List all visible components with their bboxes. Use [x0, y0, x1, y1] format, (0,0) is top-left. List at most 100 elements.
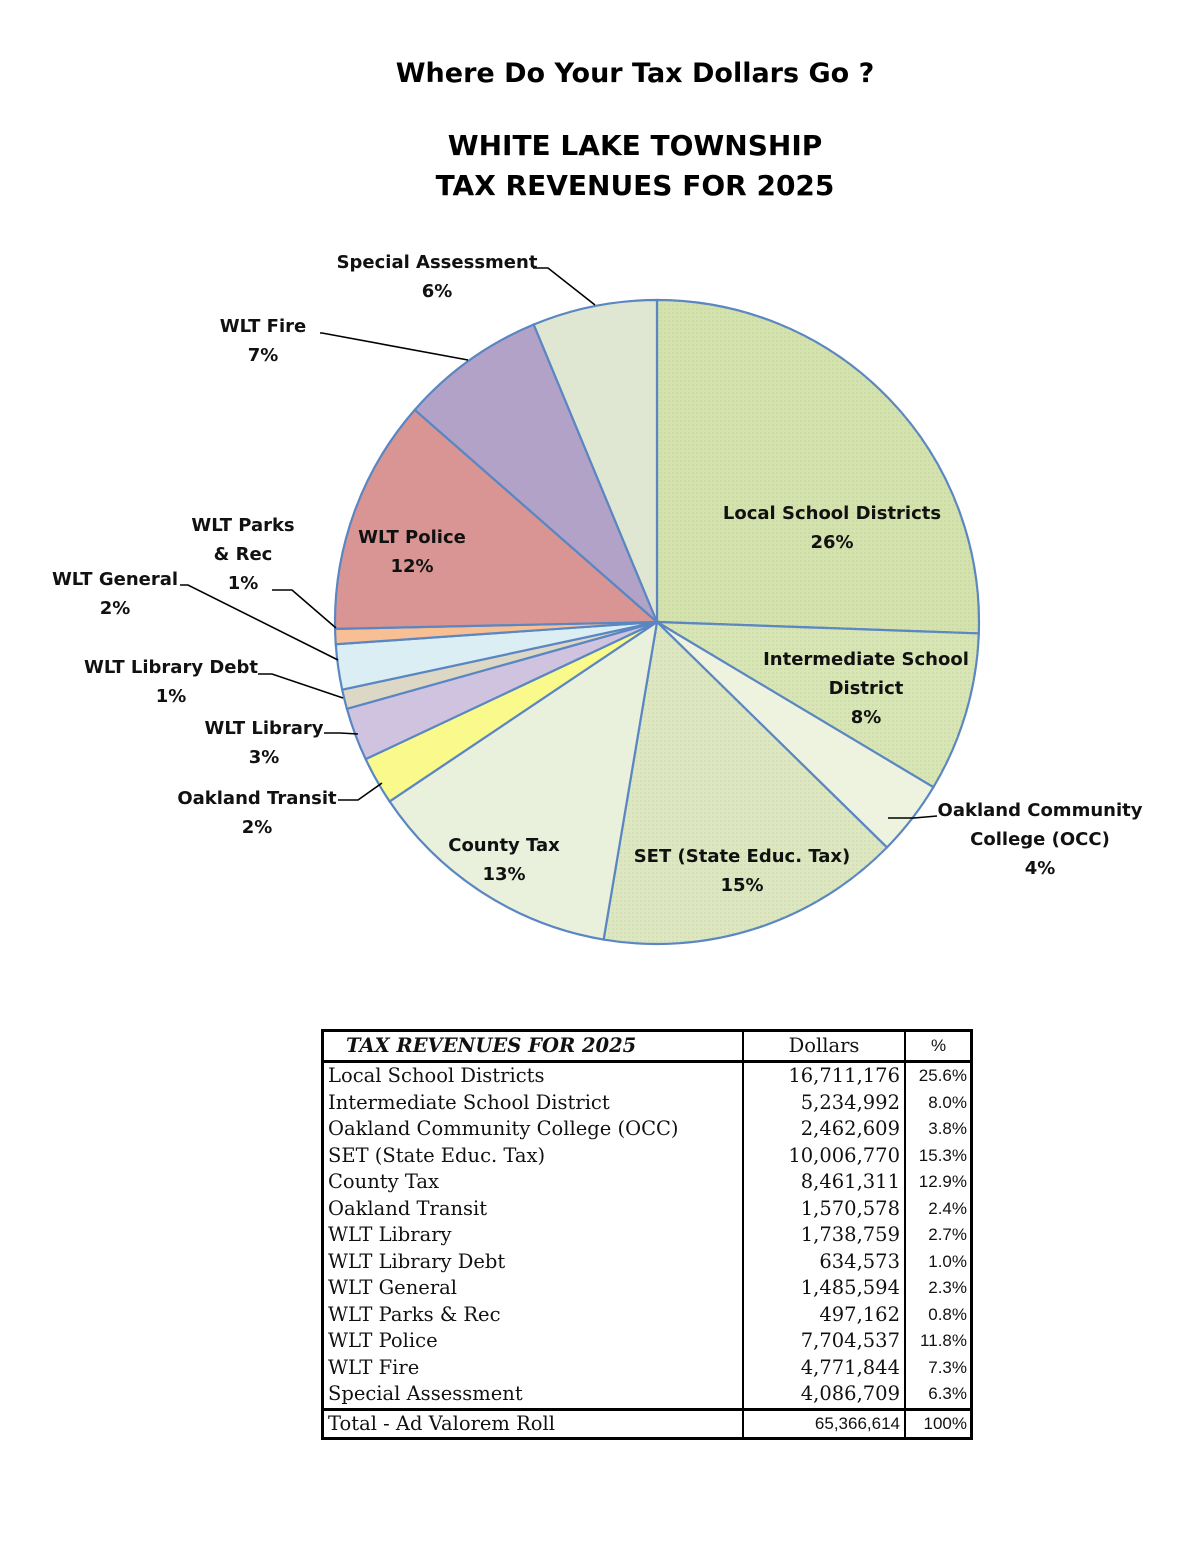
slice-pct-label: 13%	[482, 864, 525, 885]
pie-slice-texture	[657, 300, 980, 634]
pie-chart: Local School Districts 26% Intermediate Sc…	[52, 252, 1143, 946]
row-pct: 3.8%	[928, 1119, 967, 1138]
row-dollars: 2,462,609	[743, 1116, 906, 1143]
slice-label: WLT Library Debt 1%	[84, 657, 258, 707]
row-name: WLT Fire	[322, 1354, 744, 1381]
table-row: SET (State Educ. Tax) 10,006,770 15.3%	[322, 1142, 972, 1169]
row-pct: 1.0%	[928, 1251, 967, 1271]
slice-pct-label: 2%	[100, 598, 131, 619]
leader-line	[258, 673, 344, 699]
slice-label: WLT Parks & Rec 1%	[191, 515, 294, 594]
table-row: Intermediate School District 5,234,992 8.0…	[322, 1089, 972, 1116]
table-row: Special Assessment 4,086,709 6.3%	[322, 1381, 972, 1409]
row-dollars: 16,711,176	[743, 1061, 906, 1090]
row-dollars: 1,738,759	[743, 1222, 906, 1249]
row-pct: 12.9%	[918, 1172, 967, 1191]
revenue-table: TAX REVENUES FOR 2025 Dollars % Local Sc…	[321, 1029, 973, 1440]
slice-name-label: WLT Library	[204, 718, 323, 739]
row-dollars: 7,704,537	[743, 1328, 906, 1355]
table-total-row: Total - Ad Valorem Roll 65,366,614 100%	[322, 1407, 972, 1439]
table-row: Local School Districts 16,711,176 25.6%	[322, 1061, 972, 1090]
row-name: WLT General	[322, 1275, 744, 1302]
table-header-pct: %	[905, 1030, 972, 1063]
slice-pct-label: 12%	[390, 556, 433, 577]
row-name: County Tax	[322, 1169, 744, 1196]
slice-label: WLT General 2%	[52, 569, 178, 619]
slice-pct-label: 1%	[228, 573, 259, 594]
row-dollars: 1,570,578	[743, 1195, 906, 1222]
row-pct: 25.6%	[918, 1066, 967, 1085]
row-pct: 8.0%	[928, 1092, 967, 1112]
slice-name-label: & Rec	[214, 544, 273, 565]
slice-label: WLT Library 3%	[204, 718, 323, 768]
slice-label: WLT Police 12%	[358, 527, 466, 577]
table-row: WLT Library Debt 634,573 1.0%	[322, 1248, 972, 1275]
pie-slice-texture	[657, 622, 979, 788]
row-dollars: 1,485,594	[743, 1275, 906, 1302]
row-name: Local School Districts	[322, 1061, 744, 1090]
table-row: Oakland Community College (OCC) 2,462,609…	[322, 1116, 972, 1143]
row-name: WLT Library	[322, 1222, 744, 1249]
pie-slice	[532, 298, 659, 623]
table-header-title: TAX REVENUES FOR 2025	[322, 1030, 744, 1063]
table-row: WLT Library 1,738,759 2.7%	[322, 1222, 972, 1249]
slice-pct-label: 6%	[422, 281, 453, 302]
slice-name-label: County Tax	[448, 835, 560, 856]
chart-title: WHITE LAKE TOWNSHIP TAX REVENUES FOR 202…	[35, 126, 1200, 206]
leader-line	[338, 782, 383, 801]
slice-name-label: WLT Parks	[191, 515, 294, 536]
row-pct: 7.3%	[928, 1357, 967, 1377]
slice-name-label: WLT Fire	[220, 316, 306, 337]
chart-title-line-2: TAX REVENUES FOR 2025	[435, 169, 835, 202]
slice-name-label: WLT Library Debt	[84, 657, 258, 678]
table-row: WLT Parks & Rec 497,162 0.8%	[322, 1301, 972, 1328]
slice-pct-label: 15%	[720, 875, 763, 896]
slice-name-label: Oakland Community	[938, 800, 1143, 821]
table-row: Oakland Transit 1,570,578 2.4%	[322, 1195, 972, 1222]
row-name: Special Assessment	[322, 1381, 744, 1409]
slice-label: Local School Districts 26%	[723, 503, 941, 553]
row-pct: 2.3%	[928, 1278, 967, 1297]
row-pct: 2.4%	[928, 1198, 967, 1218]
pie-slice	[388, 619, 659, 941]
slice-pct-label: 3%	[249, 747, 280, 768]
row-dollars: 497,162	[743, 1301, 906, 1328]
leader-line	[320, 332, 469, 361]
slice-label: WLT Fire 7%	[220, 316, 306, 366]
slice-name-label: WLT Police	[358, 527, 466, 548]
slice-pct-label: 26%	[810, 532, 853, 553]
slice-label: SET (State Educ. Tax) 15%	[634, 846, 851, 896]
leader-line	[180, 584, 339, 661]
row-dollars: 4,086,709	[743, 1381, 906, 1409]
row-dollars: 5,234,992	[743, 1089, 906, 1116]
table-header-dollars: Dollars	[743, 1030, 906, 1063]
row-name: Intermediate School District	[322, 1089, 744, 1116]
table-row: County Tax 8,461,311 12.9%	[322, 1169, 972, 1196]
leader-line	[272, 589, 337, 629]
table-header-row: TAX REVENUES FOR 2025 Dollars %	[322, 1030, 972, 1063]
row-pct: 6.3%	[928, 1384, 967, 1403]
total-dollars: 65,366,614	[743, 1407, 906, 1439]
row-pct: 2.7%	[928, 1225, 967, 1244]
row-name: Oakland Community College (OCC)	[322, 1116, 744, 1143]
slice-name-label: Special Assessment	[337, 252, 538, 273]
row-dollars: 8,461,311	[743, 1169, 906, 1196]
pie-slice	[333, 408, 660, 630]
slice-name-label: College (OCC)	[970, 829, 1110, 850]
slice-label: Special Assessment 6%	[337, 252, 538, 302]
row-name: Oakland Transit	[322, 1195, 744, 1222]
slice-name-label: District	[829, 678, 904, 699]
row-name: SET (State Educ. Tax)	[322, 1142, 744, 1169]
slice-pct-label: 7%	[248, 345, 279, 366]
table-row: WLT Fire 4,771,844 7.3%	[322, 1354, 972, 1381]
slice-name-label: Intermediate School	[763, 649, 969, 670]
chart-title-line-1: WHITE LAKE TOWNSHIP	[447, 129, 823, 162]
slice-pct-label: 8%	[851, 707, 882, 728]
row-pct: 0.8%	[928, 1304, 967, 1324]
row-pct: 15.3%	[918, 1145, 967, 1165]
slice-label: Oakland Community College (OCC) 4%	[938, 800, 1143, 879]
row-name: WLT Parks & Rec	[322, 1301, 744, 1328]
pie-slice-texture	[603, 622, 887, 945]
row-dollars: 4,771,844	[743, 1354, 906, 1381]
slice-pct-label: 2%	[242, 817, 273, 838]
